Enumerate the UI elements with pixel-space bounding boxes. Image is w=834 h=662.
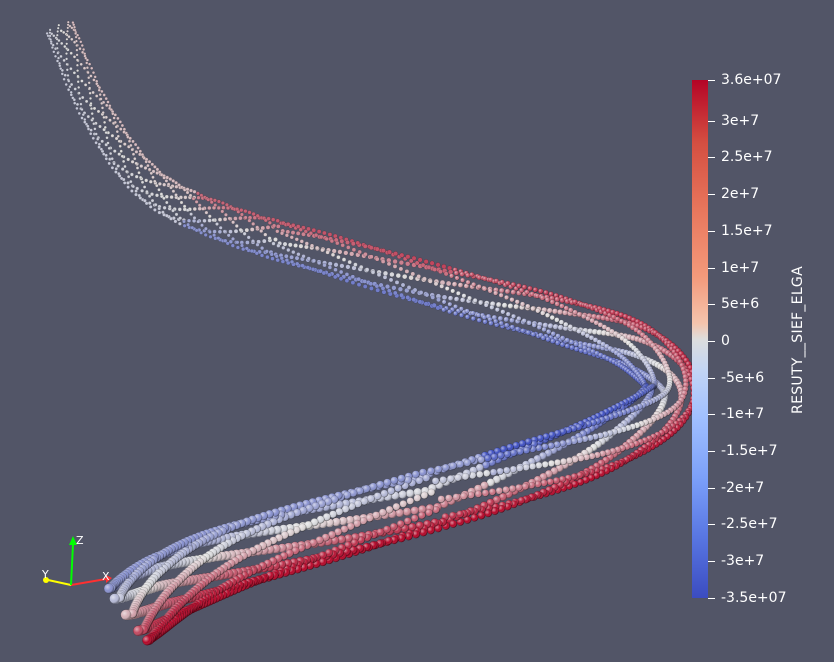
scalar-bar-tick-mark xyxy=(708,378,715,379)
scalar-bar-tick-mark xyxy=(708,561,715,562)
scalar-bar-tick-label: 0 xyxy=(721,333,730,349)
scalar-bar-tick-mark xyxy=(708,414,715,415)
scalar-bar-tick-mark xyxy=(708,304,715,305)
scalar-bar-ticks: 3.6e+07 3e+7 2.5e+7 2e+7 1.5e+7 1e+7 5e+6 0 -5e+… xyxy=(708,72,818,606)
x-axis-arrow xyxy=(106,575,112,583)
z-axis-line xyxy=(70,543,74,586)
scalar-bar-tick-label: 2.5e+7 xyxy=(721,149,773,165)
scalar-bar-tick-label: -1.5e+7 xyxy=(721,443,778,459)
scalar-bar-tick-label: -1e+7 xyxy=(721,406,765,422)
z-axis-label: Z xyxy=(76,534,84,547)
y-axis-label: Y xyxy=(42,568,49,581)
scalar-bar-tick-label: 1e+7 xyxy=(721,260,760,276)
scalar-bar-gradient xyxy=(692,80,708,598)
scalar-bar-tick-mark xyxy=(708,121,715,122)
scalar-bar-tick-mark xyxy=(708,341,715,342)
scalar-bar-tick-label: 5e+6 xyxy=(721,296,760,312)
z-axis-arrow xyxy=(69,536,77,545)
scalar-bar-tick-mark xyxy=(708,268,715,269)
scalar-bar-tick-label: -2e+7 xyxy=(721,480,765,496)
scalar-bar-title: RESUTY__SIEF_ELGA xyxy=(790,266,806,414)
y-axis-arrow xyxy=(43,577,49,583)
scalar-bar-tick-label: 1.5e+7 xyxy=(721,223,773,239)
scalar-bar-tick-mark xyxy=(708,488,715,489)
scalar-bar-tick-mark xyxy=(708,80,715,81)
scalar-bar-tick-label: 3e+7 xyxy=(721,113,760,129)
scalar-bar-tick-label: -3e+7 xyxy=(721,553,765,569)
x-axis-line xyxy=(70,578,107,586)
x-axis-label: X xyxy=(102,570,110,583)
scalar-bar-tick-label: -2.5e+7 xyxy=(721,516,778,532)
scalar-bar-tick-label: -3.5e+07 xyxy=(721,590,787,606)
glyph-tube xyxy=(45,20,699,646)
scalar-bar-tick-mark xyxy=(708,451,715,452)
scalar-bar-tick-mark xyxy=(708,598,715,599)
scalar-bar-tick-mark xyxy=(708,231,715,232)
scalar-bar-tick-label: -5e+6 xyxy=(721,370,765,386)
orientation-axes-widget: X Y Z xyxy=(36,530,116,600)
scalar-bar-tick-mark xyxy=(708,194,715,195)
scalar-bar-tick-mark xyxy=(708,157,715,158)
orientation-axes-icon xyxy=(43,536,112,586)
scalar-bar-tick-label: 2e+7 xyxy=(721,186,760,202)
scalar-bar-tick-label: 3.6e+07 xyxy=(721,72,782,88)
y-axis-line xyxy=(47,579,72,586)
scalar-bar-tick-mark xyxy=(708,524,715,525)
